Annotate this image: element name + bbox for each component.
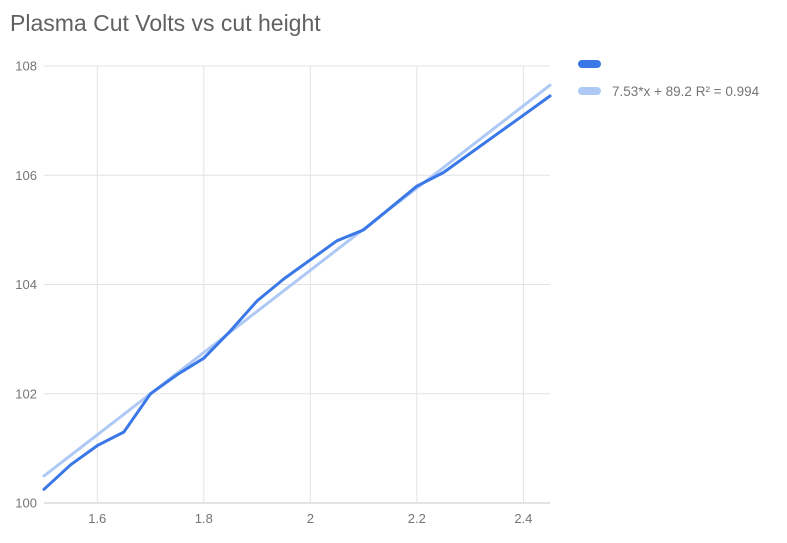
y-tick-label: 106 [15,168,37,183]
data-series-line [42,94,552,491]
y-tick-label: 102 [15,386,37,401]
x-tick-label: 2 [307,511,314,526]
y-tick-label: 108 [15,59,37,74]
x-tick-label: 2.2 [408,511,426,526]
x-tick-label: 2.4 [514,511,532,526]
trendline-swatch-icon [578,87,601,95]
x-tick-label: 1.8 [195,511,213,526]
trendline-path [42,83,552,478]
chart-title: Plasma Cut Volts vs cut height [10,10,321,36]
legend: 7.53*x + 89.2 R² = 0.994 [578,56,759,110]
x-tick-label: 1.6 [88,511,106,526]
y-tick-label: 100 [15,496,37,511]
y-tick-label: 104 [15,277,37,292]
legend-item-trendline: 7.53*x + 89.2 R² = 0.994 [578,83,759,99]
legend-item-series [578,56,759,72]
series-swatch-icon [578,60,601,68]
trendline-legend-label: 7.53*x + 89.2 R² = 0.994 [612,83,760,99]
